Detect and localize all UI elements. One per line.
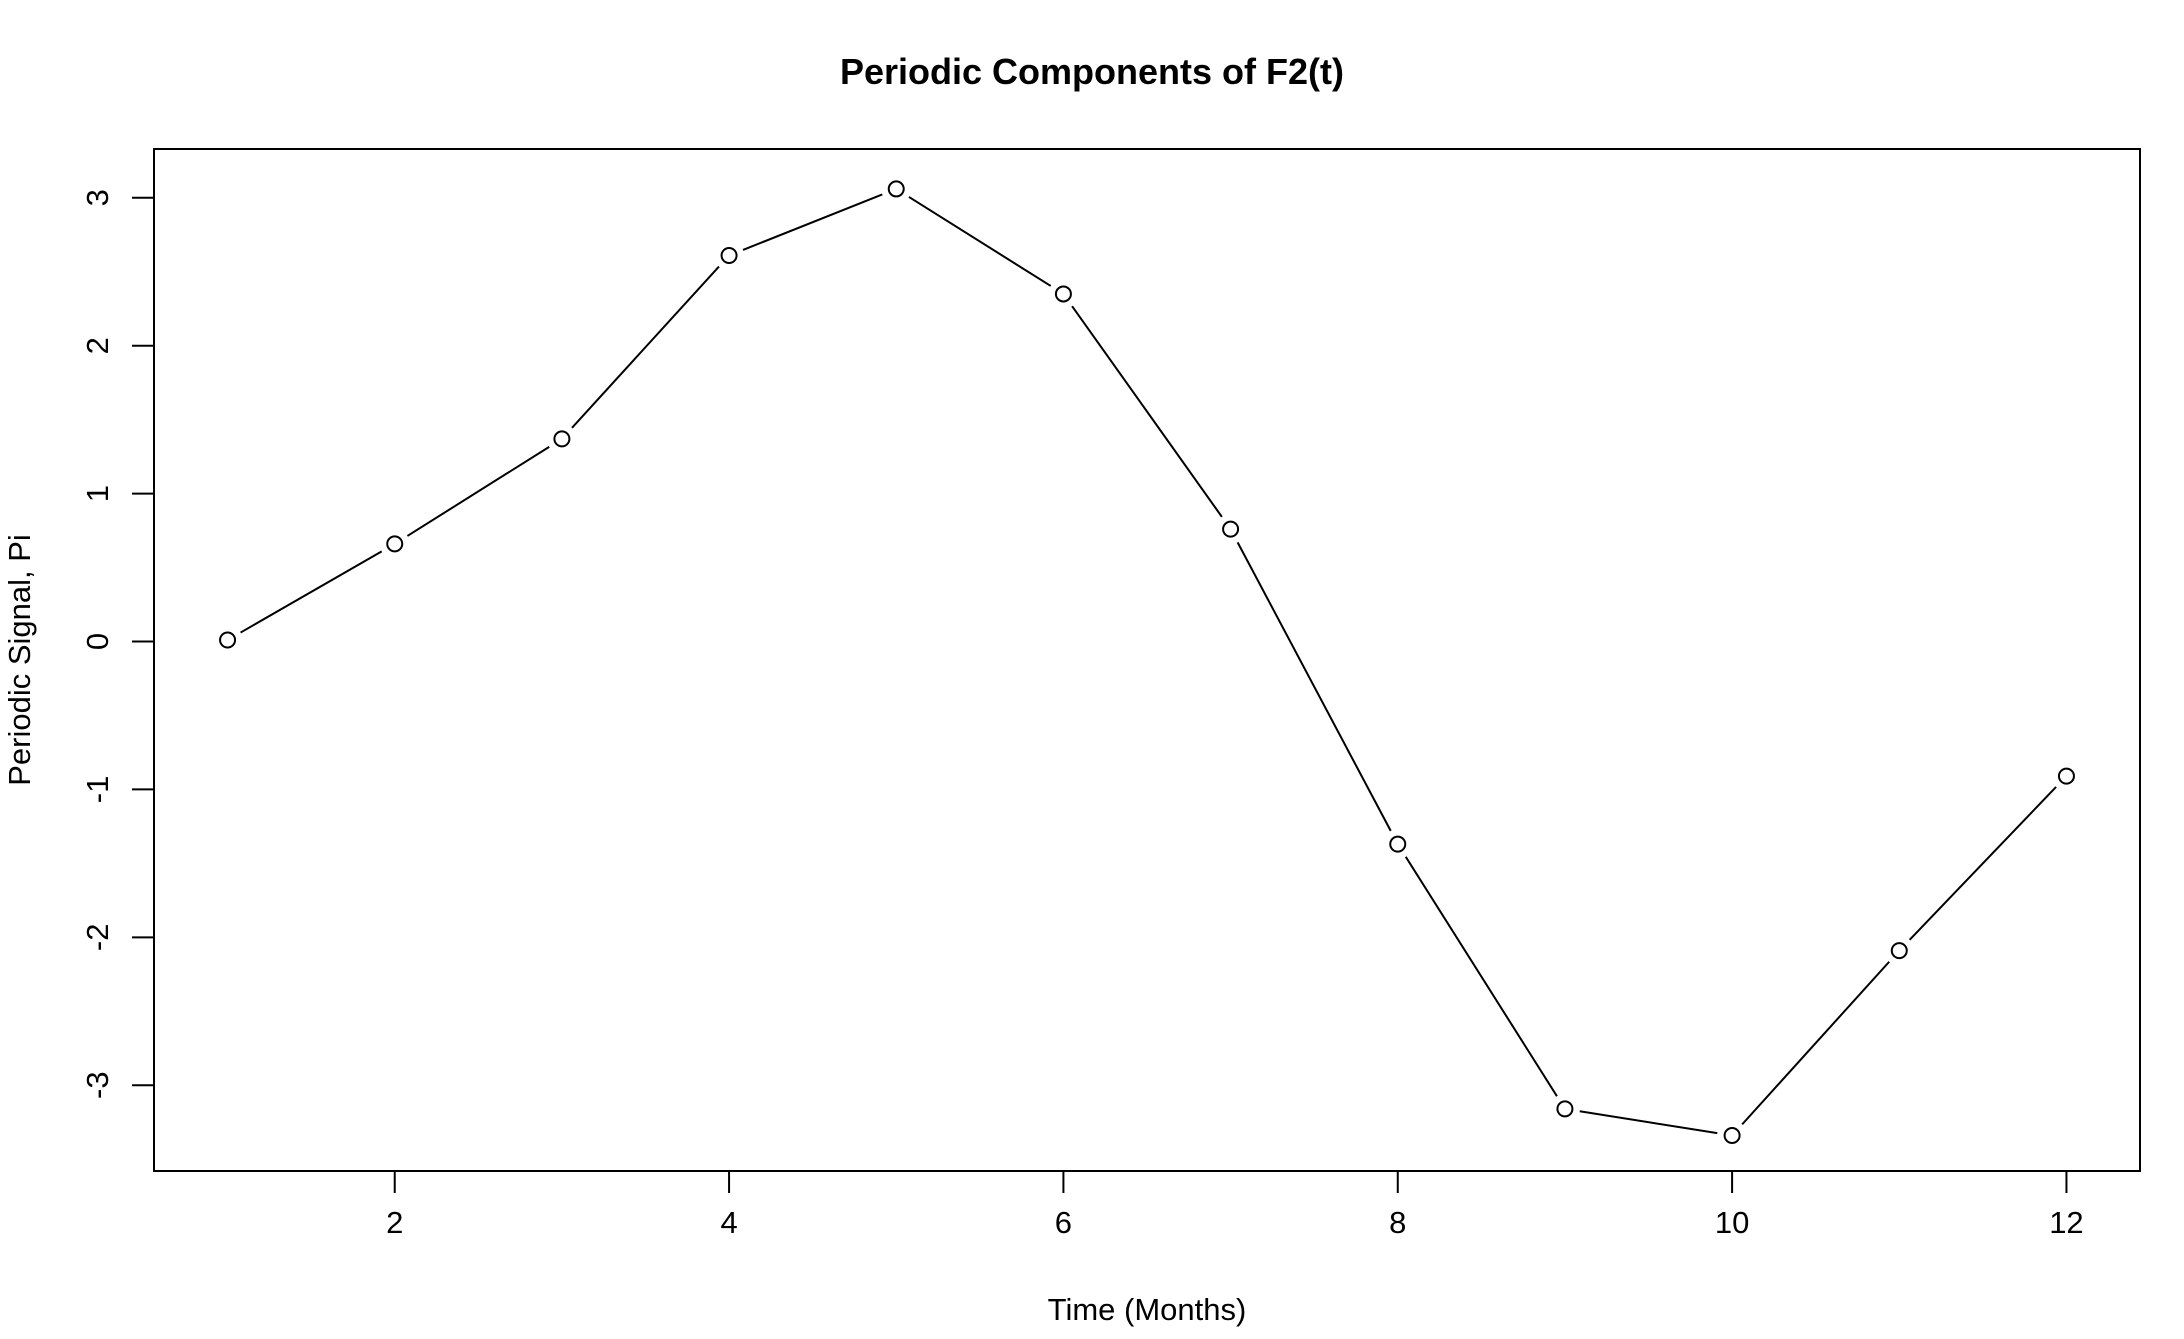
y-tick-label: 0	[80, 633, 115, 650]
x-tick-label: 10	[1715, 1205, 1749, 1240]
series-line-segment	[1404, 856, 1558, 1097]
data-point	[720, 246, 738, 264]
data-point	[1723, 1127, 1741, 1145]
series-line-segment	[1579, 1110, 1718, 1135]
x-tick-label: 4	[720, 1205, 737, 1240]
series-line-segment	[908, 196, 1052, 287]
data-point	[219, 631, 237, 649]
series-layer	[219, 180, 2075, 1145]
series-line-segment	[571, 265, 720, 429]
data-point	[386, 535, 404, 553]
data-point	[553, 430, 571, 448]
data-point	[1890, 942, 1908, 960]
y-tick-label: -3	[80, 1071, 115, 1099]
x-tick-label: 12	[2049, 1205, 2083, 1240]
y-tick-label: -1	[80, 776, 115, 804]
x-tick-label: 6	[1055, 1205, 1072, 1240]
x-axis-label: Time (Months)	[1048, 1292, 1247, 1327]
series-line-segment	[1236, 541, 1392, 832]
plot-frame	[153, 148, 2141, 1172]
y-axis-label: Periodic Signal, Pi	[2, 534, 37, 786]
data-point	[1054, 285, 1072, 303]
y-tick-label: -2	[80, 924, 115, 952]
data-point	[1556, 1100, 1574, 1118]
x-tick-label: 8	[1389, 1205, 1406, 1240]
series-line-segment	[1741, 961, 1890, 1126]
x-tick-label: 2	[386, 1205, 403, 1240]
data-point	[1222, 520, 1240, 538]
x-axis: 2 4 6 8 10 12	[386, 1170, 2084, 1240]
y-tick-label: 1	[80, 485, 115, 502]
y-tick-label: 3	[80, 189, 115, 206]
series-line-segment	[1071, 305, 1223, 518]
series-line-segment	[240, 550, 383, 634]
series-line-segment	[742, 193, 883, 251]
data-point	[1389, 835, 1407, 853]
y-tick-label: 2	[80, 337, 115, 354]
chart-title: Periodic Components of F2(t)	[840, 51, 1344, 92]
data-point	[2057, 767, 2075, 785]
data-point	[887, 180, 905, 198]
y-axis: -3 -2 -1 0 1 2 3	[80, 189, 155, 1099]
series-line-segment	[1908, 786, 2057, 941]
series-line-segment	[406, 446, 550, 537]
